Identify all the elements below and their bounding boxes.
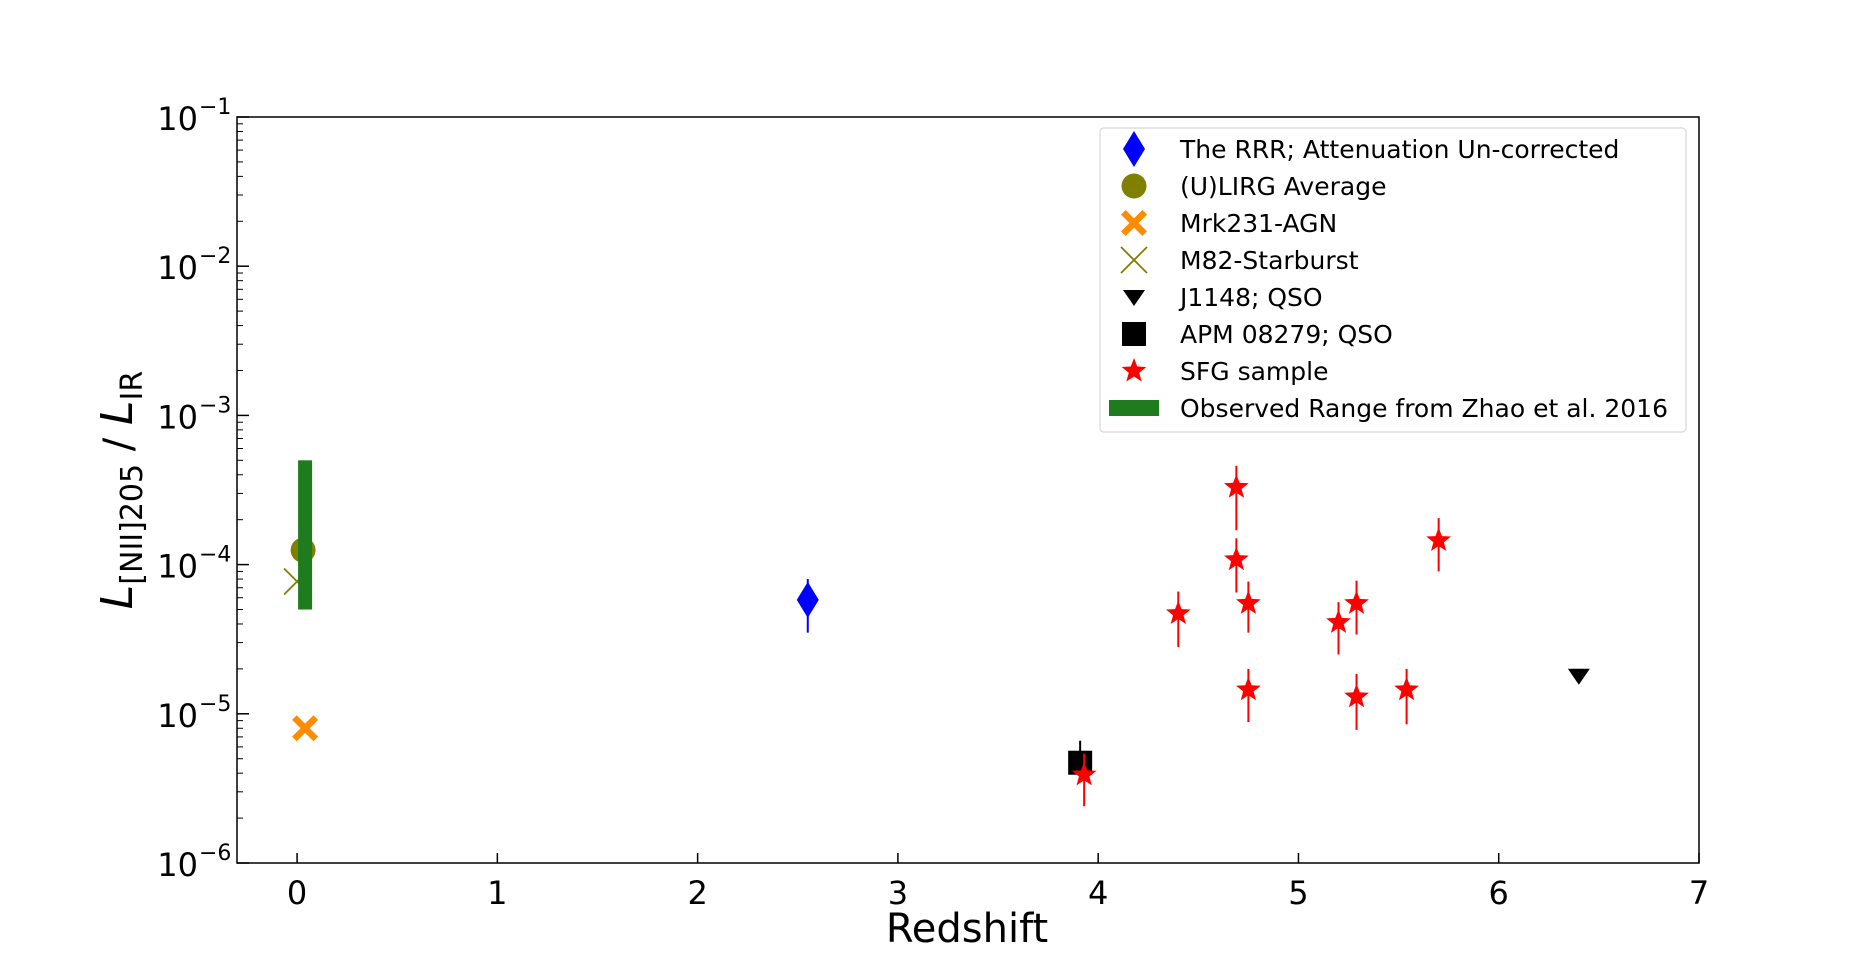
legend-label: M82-Starburst [1180,246,1359,275]
legend-entry: (U)LIRG Average [1121,172,1386,201]
data-point [292,715,319,742]
series-j1148-qso [1567,668,1590,685]
y-tick-exponent: −2 [199,244,231,269]
y-tick-label: 10 [157,548,198,586]
legend-marker [1109,400,1159,416]
legend-entry: Observed Range from Zhao et al. 2016 [1109,394,1668,423]
legend-marker [1123,131,1145,167]
legend: The RRR; Attenuation Un-corrected (U)LIRG… [1099,127,1687,433]
x-tick-label: 2 [687,874,707,912]
data-point [1344,590,1369,614]
legend-label: The RRR; Attenuation Un-corrected [1179,135,1619,164]
y-axis-title-sub: [NII]205 [115,464,150,585]
legend-marker [1121,173,1147,199]
x-tick-label: 5 [1288,874,1308,912]
series-mrk231-agn [292,715,319,742]
legend-label: Observed Range from Zhao et al. 2016 [1180,394,1668,423]
series-the-rrr-attenuation-un-corrected [796,579,819,633]
y-tick-label: 10 [157,697,198,735]
legend-label: SFG sample [1180,357,1328,386]
x-axis-title: Redshift [886,906,1048,952]
data-point [1236,590,1261,614]
x-tick-label: 3 [888,874,908,912]
data-point [1326,609,1351,633]
y-axis-title-main: L [92,585,143,610]
y-tick-exponent: −3 [199,393,231,418]
legend-label: (U)LIRG Average [1180,172,1386,201]
legend-entry: The RRR; Attenuation Un-corrected [1123,131,1619,167]
y-tick-exponent: −1 [199,95,231,120]
x-tick-label: 4 [1088,874,1108,912]
y-tick-label: 10 [157,249,198,287]
legend-marker [1120,246,1148,274]
data-point [1224,474,1249,498]
x-axis: 0 1 2 3 4 5 6 7 [287,853,1709,912]
legend-marker [1123,290,1145,306]
legend-marker [1121,358,1147,382]
x-tick-label: 1 [487,874,507,912]
data-point [796,581,819,618]
y-axis-title-sub2: IR [115,371,150,401]
legend-marker [1121,210,1147,236]
x-tick-label: 6 [1489,874,1509,912]
y-tick-exponent: −4 [199,543,231,568]
legend-entry: APM 08279; QSO [1122,320,1393,349]
y-tick-exponent: −5 [199,692,231,717]
series-sfg-sample [1071,465,1452,807]
plot-area [283,460,1590,807]
range-bar [298,460,313,610]
legend-marker [1122,322,1146,346]
y-axis: 10−610−510−410−310−210−1 [157,95,249,884]
y-axis-title-separator: / [96,425,142,464]
y-tick-exponent: −6 [199,841,231,866]
legend-label: APM 08279; QSO [1180,320,1393,349]
data-point [1394,676,1419,701]
plot-frame [236,116,1700,864]
data-point [1344,683,1369,708]
legend-label: J1148; QSO [1178,283,1323,312]
series-observed-range-from-zhao-et-al-2016 [298,460,313,610]
y-axis-title: L[NII]205 / LIR [92,371,150,609]
data-point [1165,600,1191,625]
y-axis-title-main2: L [92,400,143,425]
legend-entry: SFG sample [1121,357,1328,386]
legend-frame [1099,127,1687,433]
legend-entry: M82-Starburst [1120,246,1359,275]
x-tick-label: 7 [1689,874,1709,912]
data-point [1236,676,1261,701]
y-tick-label: 10 [157,846,198,884]
legend-label: Mrk231-AGN [1180,209,1337,238]
legend-entry: J1148; QSO [1123,283,1323,312]
data-point [1426,527,1452,552]
y-tick-label: 10 [157,100,198,138]
x-tick-label: 0 [287,874,307,912]
data-point [1071,761,1097,786]
legend-entry: Mrk231-AGN [1121,209,1337,238]
data-point [1567,668,1590,685]
y-tick-label: 10 [157,398,198,436]
data-point [1224,546,1249,571]
